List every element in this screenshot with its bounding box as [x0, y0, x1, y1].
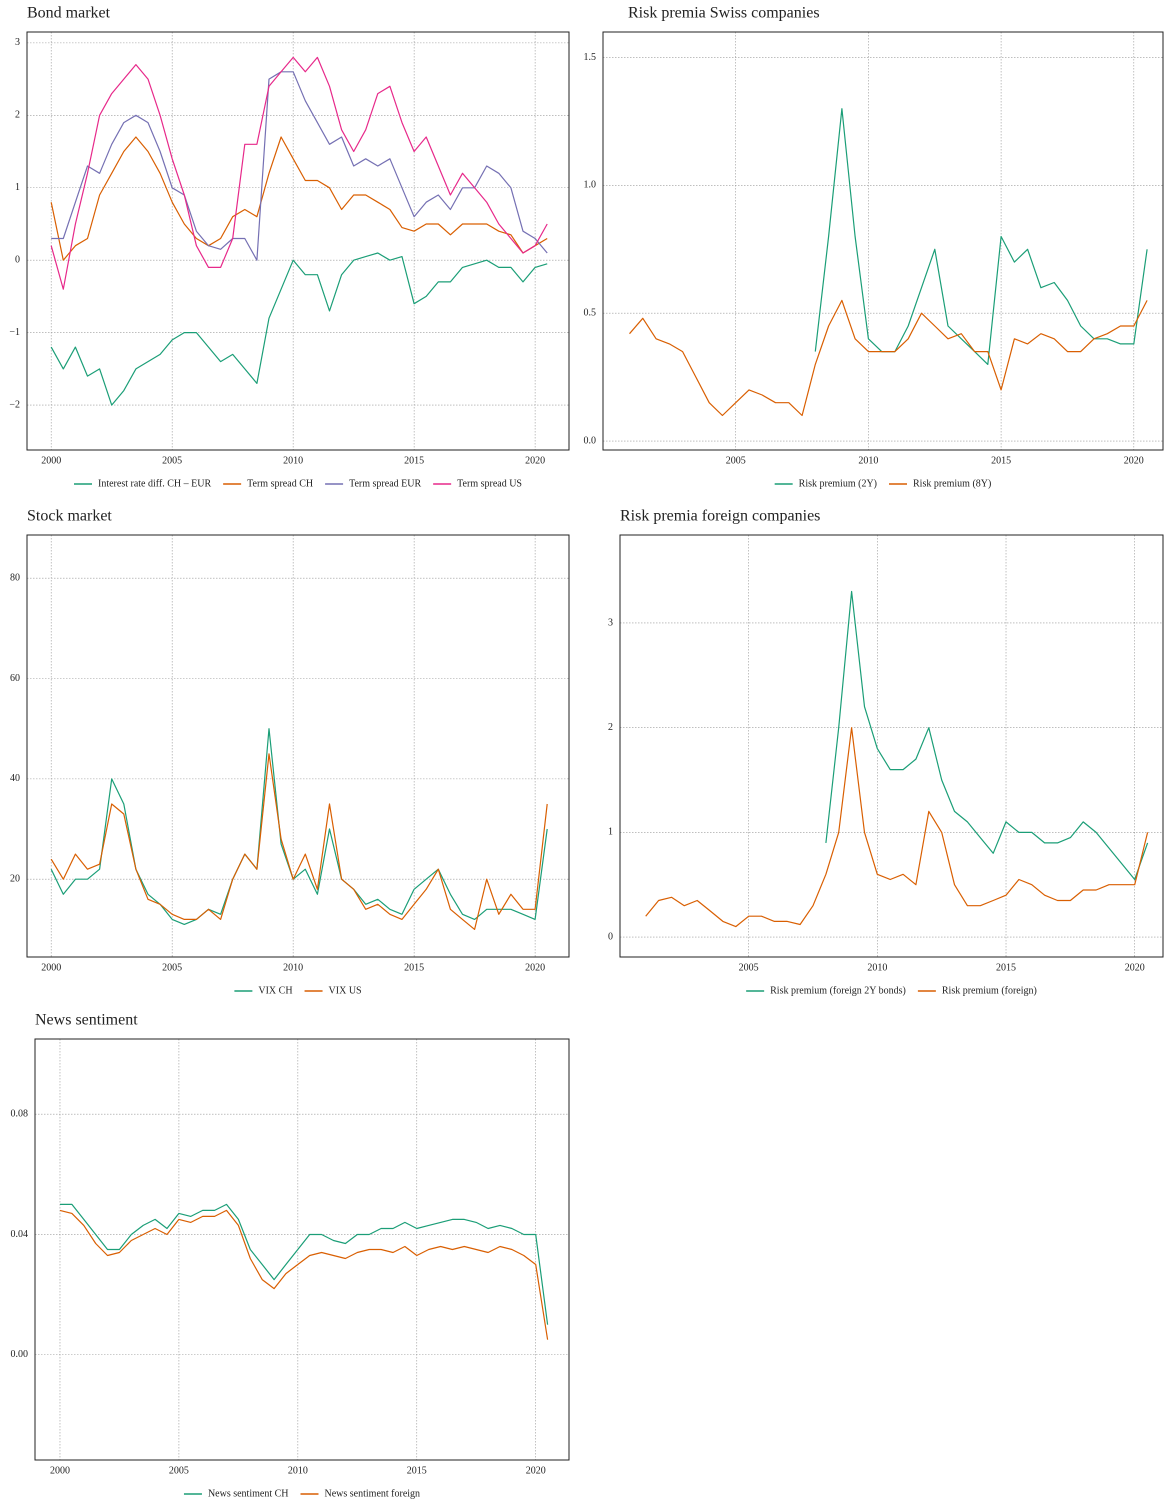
y-tick-label: 0.0	[584, 435, 597, 446]
chart-title: Risk premia Swiss companies	[628, 5, 820, 22]
y-tick-label: 20	[10, 874, 20, 885]
y-tick-label: 1	[15, 182, 20, 193]
y-tick-label: 1.0	[584, 180, 597, 191]
x-tick-label: 2010	[288, 1465, 308, 1476]
y-tick-label: 0.04	[11, 1229, 29, 1240]
y-tick-label: 0	[608, 931, 613, 942]
y-tick-label: 0.5	[584, 308, 597, 319]
x-tick-label: 2005	[162, 455, 182, 466]
x-tick-label: 2010	[283, 962, 303, 973]
x-tick-label: 2015	[404, 455, 424, 466]
chart-title: News sentiment	[35, 1012, 138, 1029]
y-tick-label: 3	[608, 617, 613, 628]
legend-label: Term spread CH	[247, 478, 313, 489]
legend-label: Risk premium (2Y)	[799, 478, 877, 489]
series-line	[50, 56, 548, 290]
legend: VIX CH VIX US	[234, 985, 362, 996]
legend-label: Interest rate diff. CH – EUR	[98, 478, 211, 489]
x-tick-label: 2000	[41, 455, 61, 466]
x-tick-label: 2015	[996, 962, 1016, 973]
chart-title: Stock market	[27, 508, 112, 525]
series-line	[629, 299, 1148, 417]
x-tick-label: 2010	[283, 455, 303, 466]
plot-frame	[26, 534, 570, 958]
series-line	[60, 1203, 549, 1325]
y-tick-label: 2	[15, 110, 20, 121]
series-line	[59, 1209, 549, 1340]
x-tick-label: 2005	[169, 1465, 189, 1476]
legend: Interest rate diff. CH – EUR Term spread …	[74, 478, 522, 489]
legend-label: News sentiment foreign	[325, 1488, 421, 1499]
y-tick-label: −2	[9, 399, 20, 410]
legend: Risk premium (foreign 2Y bonds) Risk prem…	[746, 985, 1037, 996]
x-tick-label: 2005	[162, 962, 182, 973]
x-tick-label: 2020	[1124, 455, 1144, 466]
series-line	[825, 590, 1149, 881]
y-tick-label: −1	[9, 327, 20, 338]
y-tick-label: 1.5	[584, 52, 597, 63]
x-tick-label: 2005	[739, 962, 759, 973]
x-tick-label: 2010	[867, 962, 887, 973]
y-tick-label: 3	[15, 37, 20, 48]
legend-label: Risk premium (8Y)	[913, 478, 991, 489]
legend-label: Term spread EUR	[349, 478, 421, 489]
series-line	[50, 136, 548, 261]
legend: News sentiment CH News sentiment foreign	[183, 1488, 421, 1499]
legend-label: News sentiment CH	[208, 1488, 289, 1499]
series-line	[50, 252, 548, 406]
plot-frame	[34, 1038, 570, 1461]
legend-label: VIX US	[329, 985, 362, 996]
legend-label: VIX CH	[258, 985, 292, 996]
x-tick-label: 2015	[991, 455, 1011, 466]
series-line	[51, 71, 548, 261]
x-tick-label: 2000	[41, 962, 61, 973]
series-line	[814, 108, 1148, 365]
legend-label: Term spread US	[457, 478, 522, 489]
chart-title: Bond market	[27, 5, 111, 22]
x-tick-label: 2005	[726, 455, 746, 466]
y-tick-label: 60	[10, 673, 20, 684]
x-tick-label: 2010	[858, 455, 878, 466]
x-tick-label: 2020	[525, 455, 545, 466]
series-line	[645, 727, 1149, 928]
y-tick-label: 0.00	[11, 1349, 29, 1360]
x-tick-label: 2020	[1125, 962, 1145, 973]
plot-frame	[619, 534, 1164, 958]
legend: Risk premium (2Y) Risk premium (8Y)	[774, 478, 991, 489]
x-tick-label: 2015	[407, 1465, 427, 1476]
series-line	[50, 753, 548, 930]
plot-frame	[602, 31, 1164, 451]
legend-label: Risk premium (foreign)	[942, 985, 1037, 996]
plot-frame	[26, 31, 570, 451]
y-tick-label: 2	[608, 722, 613, 733]
y-tick-label: 0.08	[11, 1108, 29, 1119]
legend-label: Risk premium (foreign 2Y bonds)	[770, 985, 906, 996]
series-line	[50, 728, 548, 925]
chart-title: Risk premia foreign companies	[620, 508, 820, 525]
x-tick-label: 2020	[526, 1465, 546, 1476]
y-tick-label: 0	[15, 254, 20, 265]
y-tick-label: 1	[608, 827, 613, 838]
y-tick-label: 80	[10, 572, 20, 583]
x-tick-label: 2020	[525, 962, 545, 973]
x-tick-label: 2015	[404, 962, 424, 973]
y-tick-label: 40	[10, 773, 20, 784]
x-tick-label: 2000	[50, 1465, 70, 1476]
